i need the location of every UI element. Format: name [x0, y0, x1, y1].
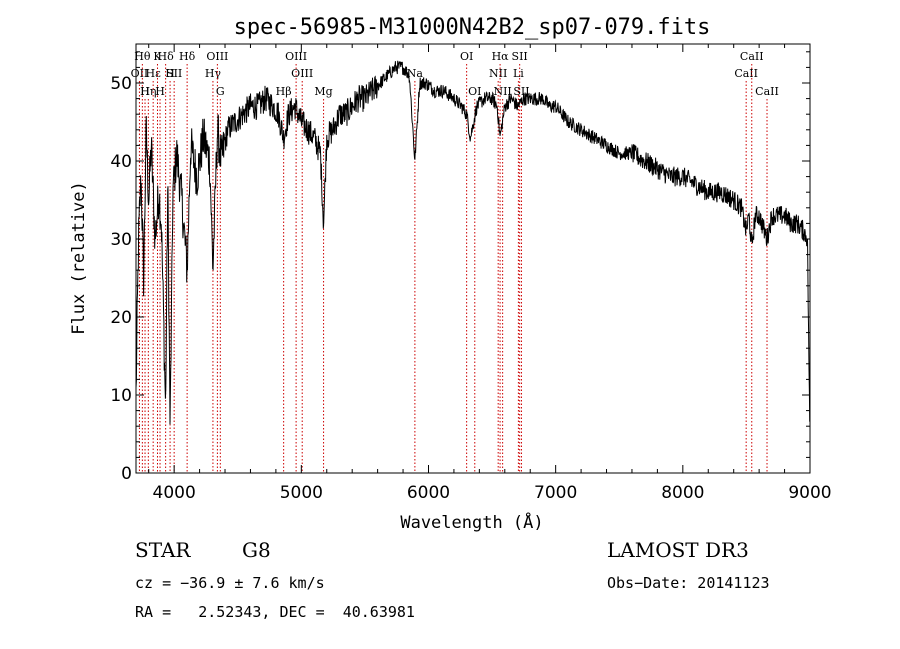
x-tick-label: 8000	[661, 483, 704, 503]
object-subclass: G8	[242, 538, 271, 562]
line-marker-label: Hδ	[158, 50, 175, 63]
line-marker-label: Li	[513, 67, 524, 80]
x-axis-label: Wavelength (Å)	[400, 511, 543, 533]
line-marker-label: Hγ	[205, 67, 222, 80]
line-marker-label: G	[216, 85, 225, 98]
y-tick-label: 50	[110, 74, 132, 94]
line-marker-label: SII	[166, 67, 182, 80]
line-marker-label: Mg	[314, 85, 332, 98]
y-axis: 0 10 20 30 40 50	[110, 51, 810, 484]
line-marker-label: Hθ	[134, 50, 151, 63]
x-tick-label: 5000	[280, 483, 323, 503]
line-marker-label: CaII	[734, 67, 758, 80]
line-marker-label: OIII	[206, 50, 228, 63]
line-marker-label: K	[153, 50, 162, 63]
line-marker-label: H	[140, 85, 150, 98]
line-marker-label: Hη	[140, 85, 156, 98]
line-marker-label: Hβ	[276, 85, 292, 98]
y-tick-label: 0	[121, 464, 132, 484]
y-tick-label: 10	[110, 386, 132, 406]
line-marker-label: CaII	[755, 85, 779, 98]
chart-title: spec-56985-M31000N42B2_sp07-079.fits	[234, 15, 711, 40]
redshift-cz: cz = −36.9 ± 7.6 km/s	[135, 574, 325, 592]
line-marker-label: OI	[468, 85, 481, 98]
line-marker-label: Hδ	[179, 50, 196, 63]
line-marker-label: NII	[493, 85, 511, 98]
ra-dec-coordinates: RA = 2.52343, DEC = 40.63981	[135, 603, 415, 621]
line-marker-label: Hα	[492, 50, 510, 63]
line-marker-label: CaII	[740, 50, 764, 63]
spectrum-line	[135, 60, 811, 425]
y-axis-label: Flux (relative)	[69, 181, 89, 335]
x-axis: 4000 5000 6000 7000 8000 9000	[148, 44, 832, 503]
x-tick-label: 9000	[788, 483, 831, 503]
line-marker-label: SII	[512, 50, 528, 63]
y-tick-label: 20	[110, 308, 132, 328]
survey-name: LAMOST DR3	[607, 538, 749, 562]
line-marker-label: OIII	[291, 67, 313, 80]
line-marker-label: H	[165, 67, 175, 80]
line-marker-label: OII	[131, 67, 149, 80]
line-marker-label: Na	[407, 67, 424, 80]
x-tick-label: 4000	[153, 483, 196, 503]
line-marker-label: NII	[489, 67, 507, 80]
object-class: STAR	[135, 538, 191, 562]
y-tick-label: 40	[110, 152, 132, 172]
line-marker-label: H	[155, 85, 165, 98]
spectrum-series	[135, 60, 811, 425]
line-marker-label: OI	[460, 50, 473, 63]
x-tick-label: 7000	[534, 483, 577, 503]
x-tick-label: 6000	[407, 483, 450, 503]
observation-date: Obs−Date: 20141123	[607, 574, 770, 592]
y-tick-label: 30	[110, 230, 132, 250]
plot-frame	[135, 43, 811, 474]
line-marker-label: OIII	[285, 50, 307, 63]
line-marker-label: Hε	[146, 67, 162, 80]
